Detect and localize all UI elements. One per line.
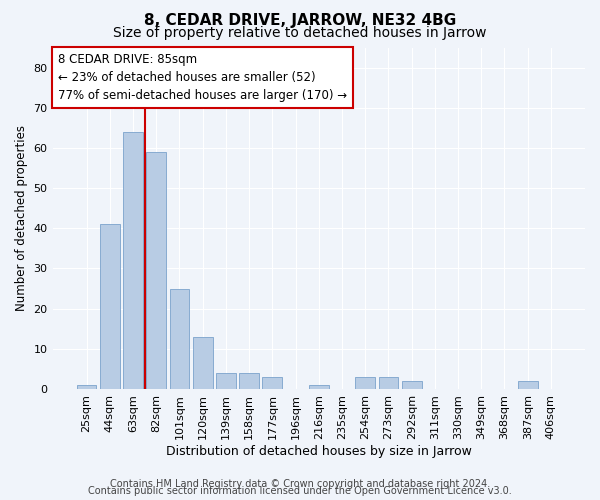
- Text: Size of property relative to detached houses in Jarrow: Size of property relative to detached ho…: [113, 26, 487, 40]
- Bar: [239, 373, 259, 389]
- Bar: [100, 224, 119, 389]
- Bar: [170, 288, 190, 389]
- Bar: [309, 385, 329, 389]
- Text: 8 CEDAR DRIVE: 85sqm
← 23% of detached houses are smaller (52)
77% of semi-detac: 8 CEDAR DRIVE: 85sqm ← 23% of detached h…: [58, 52, 347, 102]
- Text: Contains public sector information licensed under the Open Government Licence v3: Contains public sector information licen…: [88, 486, 512, 496]
- Bar: [77, 385, 97, 389]
- Text: Contains HM Land Registry data © Crown copyright and database right 2024.: Contains HM Land Registry data © Crown c…: [110, 479, 490, 489]
- Bar: [402, 381, 422, 389]
- X-axis label: Distribution of detached houses by size in Jarrow: Distribution of detached houses by size …: [166, 444, 472, 458]
- Bar: [123, 132, 143, 389]
- Bar: [146, 152, 166, 389]
- Y-axis label: Number of detached properties: Number of detached properties: [15, 125, 28, 311]
- Bar: [216, 373, 236, 389]
- Bar: [262, 377, 282, 389]
- Bar: [518, 381, 538, 389]
- Bar: [355, 377, 375, 389]
- Bar: [379, 377, 398, 389]
- Text: 8, CEDAR DRIVE, JARROW, NE32 4BG: 8, CEDAR DRIVE, JARROW, NE32 4BG: [144, 12, 456, 28]
- Bar: [193, 336, 212, 389]
